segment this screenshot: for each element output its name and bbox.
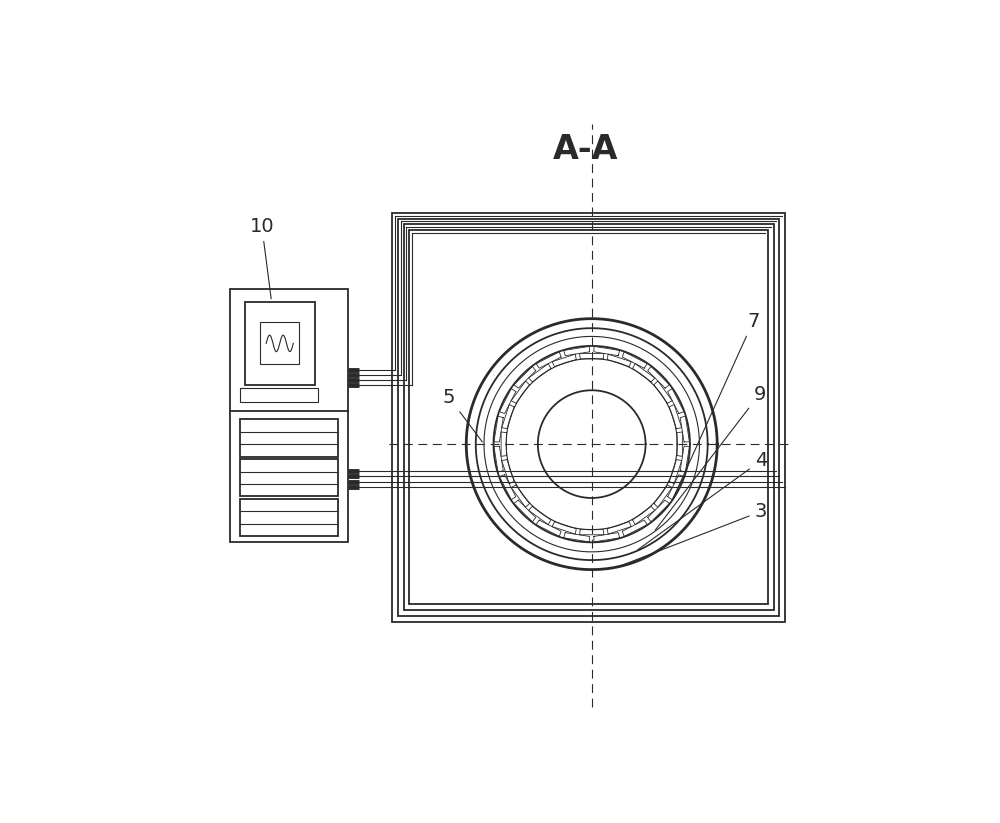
Bar [245,301,315,385]
Bar [240,459,338,496]
Text: 9: 9 [655,385,766,530]
Bar [398,219,779,616]
Text: A-A: A-A [553,133,618,166]
Bar [392,213,785,621]
Bar [240,499,338,536]
Text: 10: 10 [250,216,274,299]
Text: 3: 3 [620,502,767,566]
Bar [240,388,318,402]
Text: 5: 5 [443,388,482,442]
Bar [260,323,299,365]
Bar [230,289,348,542]
Bar [404,224,774,610]
Text: 4: 4 [637,451,767,550]
Text: 7: 7 [673,312,759,498]
Bar [409,230,768,604]
Bar [240,420,338,457]
